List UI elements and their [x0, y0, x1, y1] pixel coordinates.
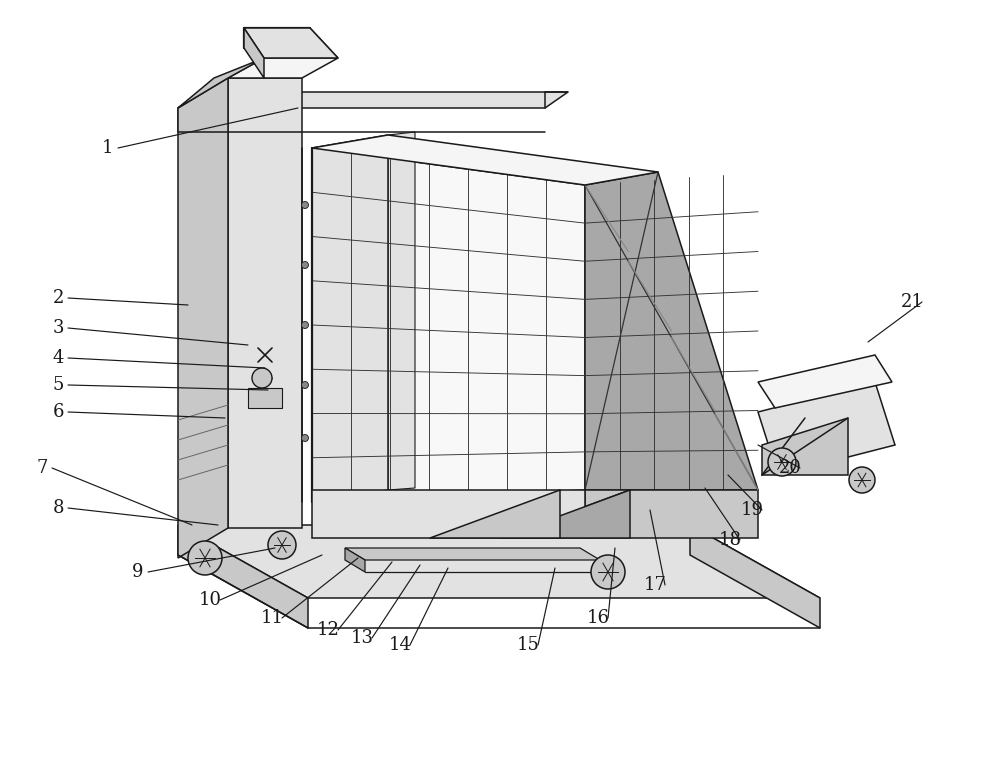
Text: 8: 8 [52, 499, 64, 517]
Text: 12: 12 [317, 621, 339, 639]
Polygon shape [585, 172, 758, 490]
Polygon shape [312, 148, 585, 502]
Polygon shape [690, 525, 820, 628]
Polygon shape [312, 490, 585, 538]
Circle shape [591, 555, 625, 589]
Text: 20: 20 [779, 459, 801, 477]
Text: 11: 11 [260, 609, 284, 627]
Polygon shape [500, 490, 630, 538]
Text: 3: 3 [52, 319, 64, 337]
Polygon shape [178, 92, 200, 132]
Text: 16: 16 [586, 609, 610, 627]
Circle shape [768, 448, 796, 476]
Polygon shape [758, 355, 892, 408]
Text: 2: 2 [52, 289, 64, 307]
Text: 1: 1 [102, 139, 114, 157]
Polygon shape [178, 525, 820, 598]
Polygon shape [178, 78, 228, 558]
Text: 21: 21 [901, 293, 923, 311]
Polygon shape [758, 382, 895, 475]
Circle shape [252, 368, 272, 388]
Polygon shape [585, 490, 758, 538]
Text: 7: 7 [36, 459, 48, 477]
Text: 10: 10 [198, 591, 222, 609]
Circle shape [302, 321, 308, 328]
Polygon shape [178, 92, 568, 108]
Polygon shape [244, 28, 264, 78]
Text: 15: 15 [517, 636, 539, 654]
Polygon shape [345, 548, 600, 560]
Text: 5: 5 [52, 376, 64, 394]
Text: 14: 14 [389, 636, 411, 654]
Polygon shape [228, 58, 338, 78]
Polygon shape [388, 132, 415, 490]
Polygon shape [345, 548, 365, 572]
Polygon shape [312, 135, 388, 502]
Circle shape [302, 435, 308, 442]
Polygon shape [762, 418, 848, 475]
Polygon shape [228, 78, 302, 528]
Circle shape [188, 541, 222, 575]
Polygon shape [430, 490, 560, 538]
Text: 13: 13 [351, 629, 374, 647]
Text: 18: 18 [718, 531, 742, 549]
Circle shape [302, 202, 308, 209]
Text: 6: 6 [52, 403, 64, 421]
Polygon shape [244, 28, 338, 58]
Polygon shape [178, 58, 264, 108]
Circle shape [268, 531, 296, 559]
Text: 4: 4 [52, 349, 64, 367]
Polygon shape [178, 525, 308, 628]
Polygon shape [248, 388, 282, 408]
Circle shape [849, 467, 875, 493]
Circle shape [302, 382, 308, 389]
Text: 17: 17 [644, 576, 666, 594]
Polygon shape [312, 135, 658, 185]
Circle shape [302, 261, 308, 268]
Text: 9: 9 [132, 563, 144, 581]
Text: 19: 19 [740, 501, 764, 519]
